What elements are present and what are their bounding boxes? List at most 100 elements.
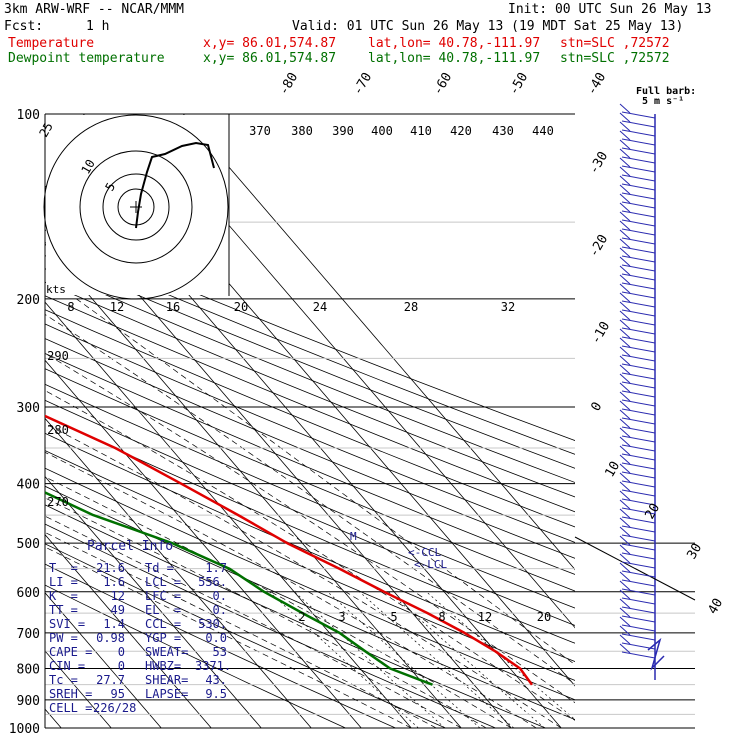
wind-barb-flag [619,130,631,141]
wind-barb-flag [619,445,631,456]
theta-left-label: 280 [47,423,69,437]
wind-barb [619,427,656,443]
wind-barb-flag [619,634,631,645]
wind-barb-shaft [621,210,656,218]
wind-barb-flag [619,463,631,474]
theta-label: 370 [249,124,271,138]
wind-barb-flag [619,580,631,591]
wind-barb-flag [619,337,631,348]
wind-barb-flag [619,472,631,483]
parcel-info-cell: 21.6 [96,561,125,575]
isotherm-line [45,243,462,728]
wind-barb-flag [619,616,631,627]
wind-barb-flag [619,256,631,267]
legend-temperature-stn: stn=SLC ,72572 [560,36,670,51]
wind-barb-shaft [621,255,656,263]
wind-barb [619,616,656,632]
parcel-info-cell: 12 [110,589,125,603]
wind-barb-flag [619,211,631,222]
wind-barb-flag [619,202,631,213]
temperature-profile [45,414,534,686]
parcel-info-cell: 0. [212,603,227,617]
wind-barb-shaft [621,462,656,470]
pressure-tick-label: 800 [17,662,40,677]
wind-barb-shaft [621,615,656,623]
parcel-info-cell: HWBZ= [145,659,182,673]
parcel-info-panel: Parcel Info T = 21.6 Td = 1.7 LI = 1.6 LCL = 55… [45,537,231,727]
theta-label: 440 [532,124,554,138]
wind-barb-shaft [621,111,656,119]
pressure-tick-label: 600 [17,586,40,601]
mixing-ratio-label: 5 [390,610,397,624]
pressure-tick-label: 900 [17,694,40,709]
wind-barb-flag [619,103,631,114]
parcel-info-cell: 53 [212,645,227,659]
hodo-speed-label: 8 [67,300,74,314]
isotherm-label: -20 [586,232,611,260]
parcel-info-cell: 0.98 [96,631,125,645]
parcel-info-cell: Tc = [49,673,78,687]
wind-barb [619,112,656,128]
parcel-info-cell: CAPE = [49,645,93,659]
theta-label: 390 [332,124,354,138]
hodo-speed-label: 32 [501,300,515,314]
wind-barb [619,643,656,659]
wind-barb-shaft [621,201,656,209]
wind-barb [619,148,656,164]
wind-barb [619,418,656,434]
wind-barb-flag [619,355,631,366]
theta-label: 380 [291,124,313,138]
legend-dewpoint-name: Dewpoint temperature [8,51,165,66]
wind-barb-shaft [621,156,656,164]
mixing-ratio-label: 12 [478,610,492,624]
isotherm-label: 10 [602,459,623,480]
wind-barb-flag [619,175,631,186]
wind-barb [619,310,656,326]
parcel-info-cell: 95 [110,687,125,701]
wind-barb-flag [619,247,631,258]
wind-barb-flag [619,220,631,231]
wind-barb-shaft [621,606,656,614]
parcel-info-cell: LCL = [145,575,182,589]
wind-barb-flag [619,643,631,654]
wind-barb-flag [619,391,631,402]
wind-barb-shaft [621,300,656,308]
parcel-info-cell: 1.7 [205,561,227,575]
wind-barb-flag [619,301,631,312]
parcel-info-cell: 43. [205,673,227,687]
wind-barb-shaft [621,318,656,326]
hodo-ring-label: 25 [36,120,55,140]
parcel-info-cell: SVI = [49,617,86,631]
pressure-tick-label: 500 [17,537,40,552]
profile-annotation: <-LCL [414,558,447,571]
isotherm-label: -70 [350,70,375,98]
wind-barb-shaft [621,417,656,425]
wind-barb-flag [619,274,631,285]
wind-barb-shaft [621,471,656,479]
wind-barb-shaft [621,390,656,398]
wind-barb-shaft [621,534,656,542]
wind-barb [619,355,656,371]
wind-barb [619,598,656,614]
wind-barb [619,499,656,515]
wind-barb [619,400,656,416]
parcel-info-cell: LFC = [145,589,182,603]
parcel-info-cell: CELL = [49,701,93,715]
dewpoint-profile [45,491,433,686]
wind-barb-flag [619,625,631,636]
wind-barb [619,517,656,533]
wind-barb [619,436,656,452]
wind-barb [619,373,656,389]
hodograph-ring [79,150,193,264]
wind-barb-shaft [621,309,656,317]
wind-barb [619,274,656,290]
wind-barb-flag [619,535,631,546]
wind-barb [619,463,656,479]
wind-barb-shaft [621,120,656,128]
wind-barb [619,319,656,335]
legend-dewpoint-latlon: lat,lon= 40.78,-111.97 [368,51,541,66]
wind-barb-flag [619,139,631,150]
wind-barb-flag [619,328,631,339]
wind-barb-shaft [621,336,656,344]
isotherm-label: -40 [584,70,609,98]
